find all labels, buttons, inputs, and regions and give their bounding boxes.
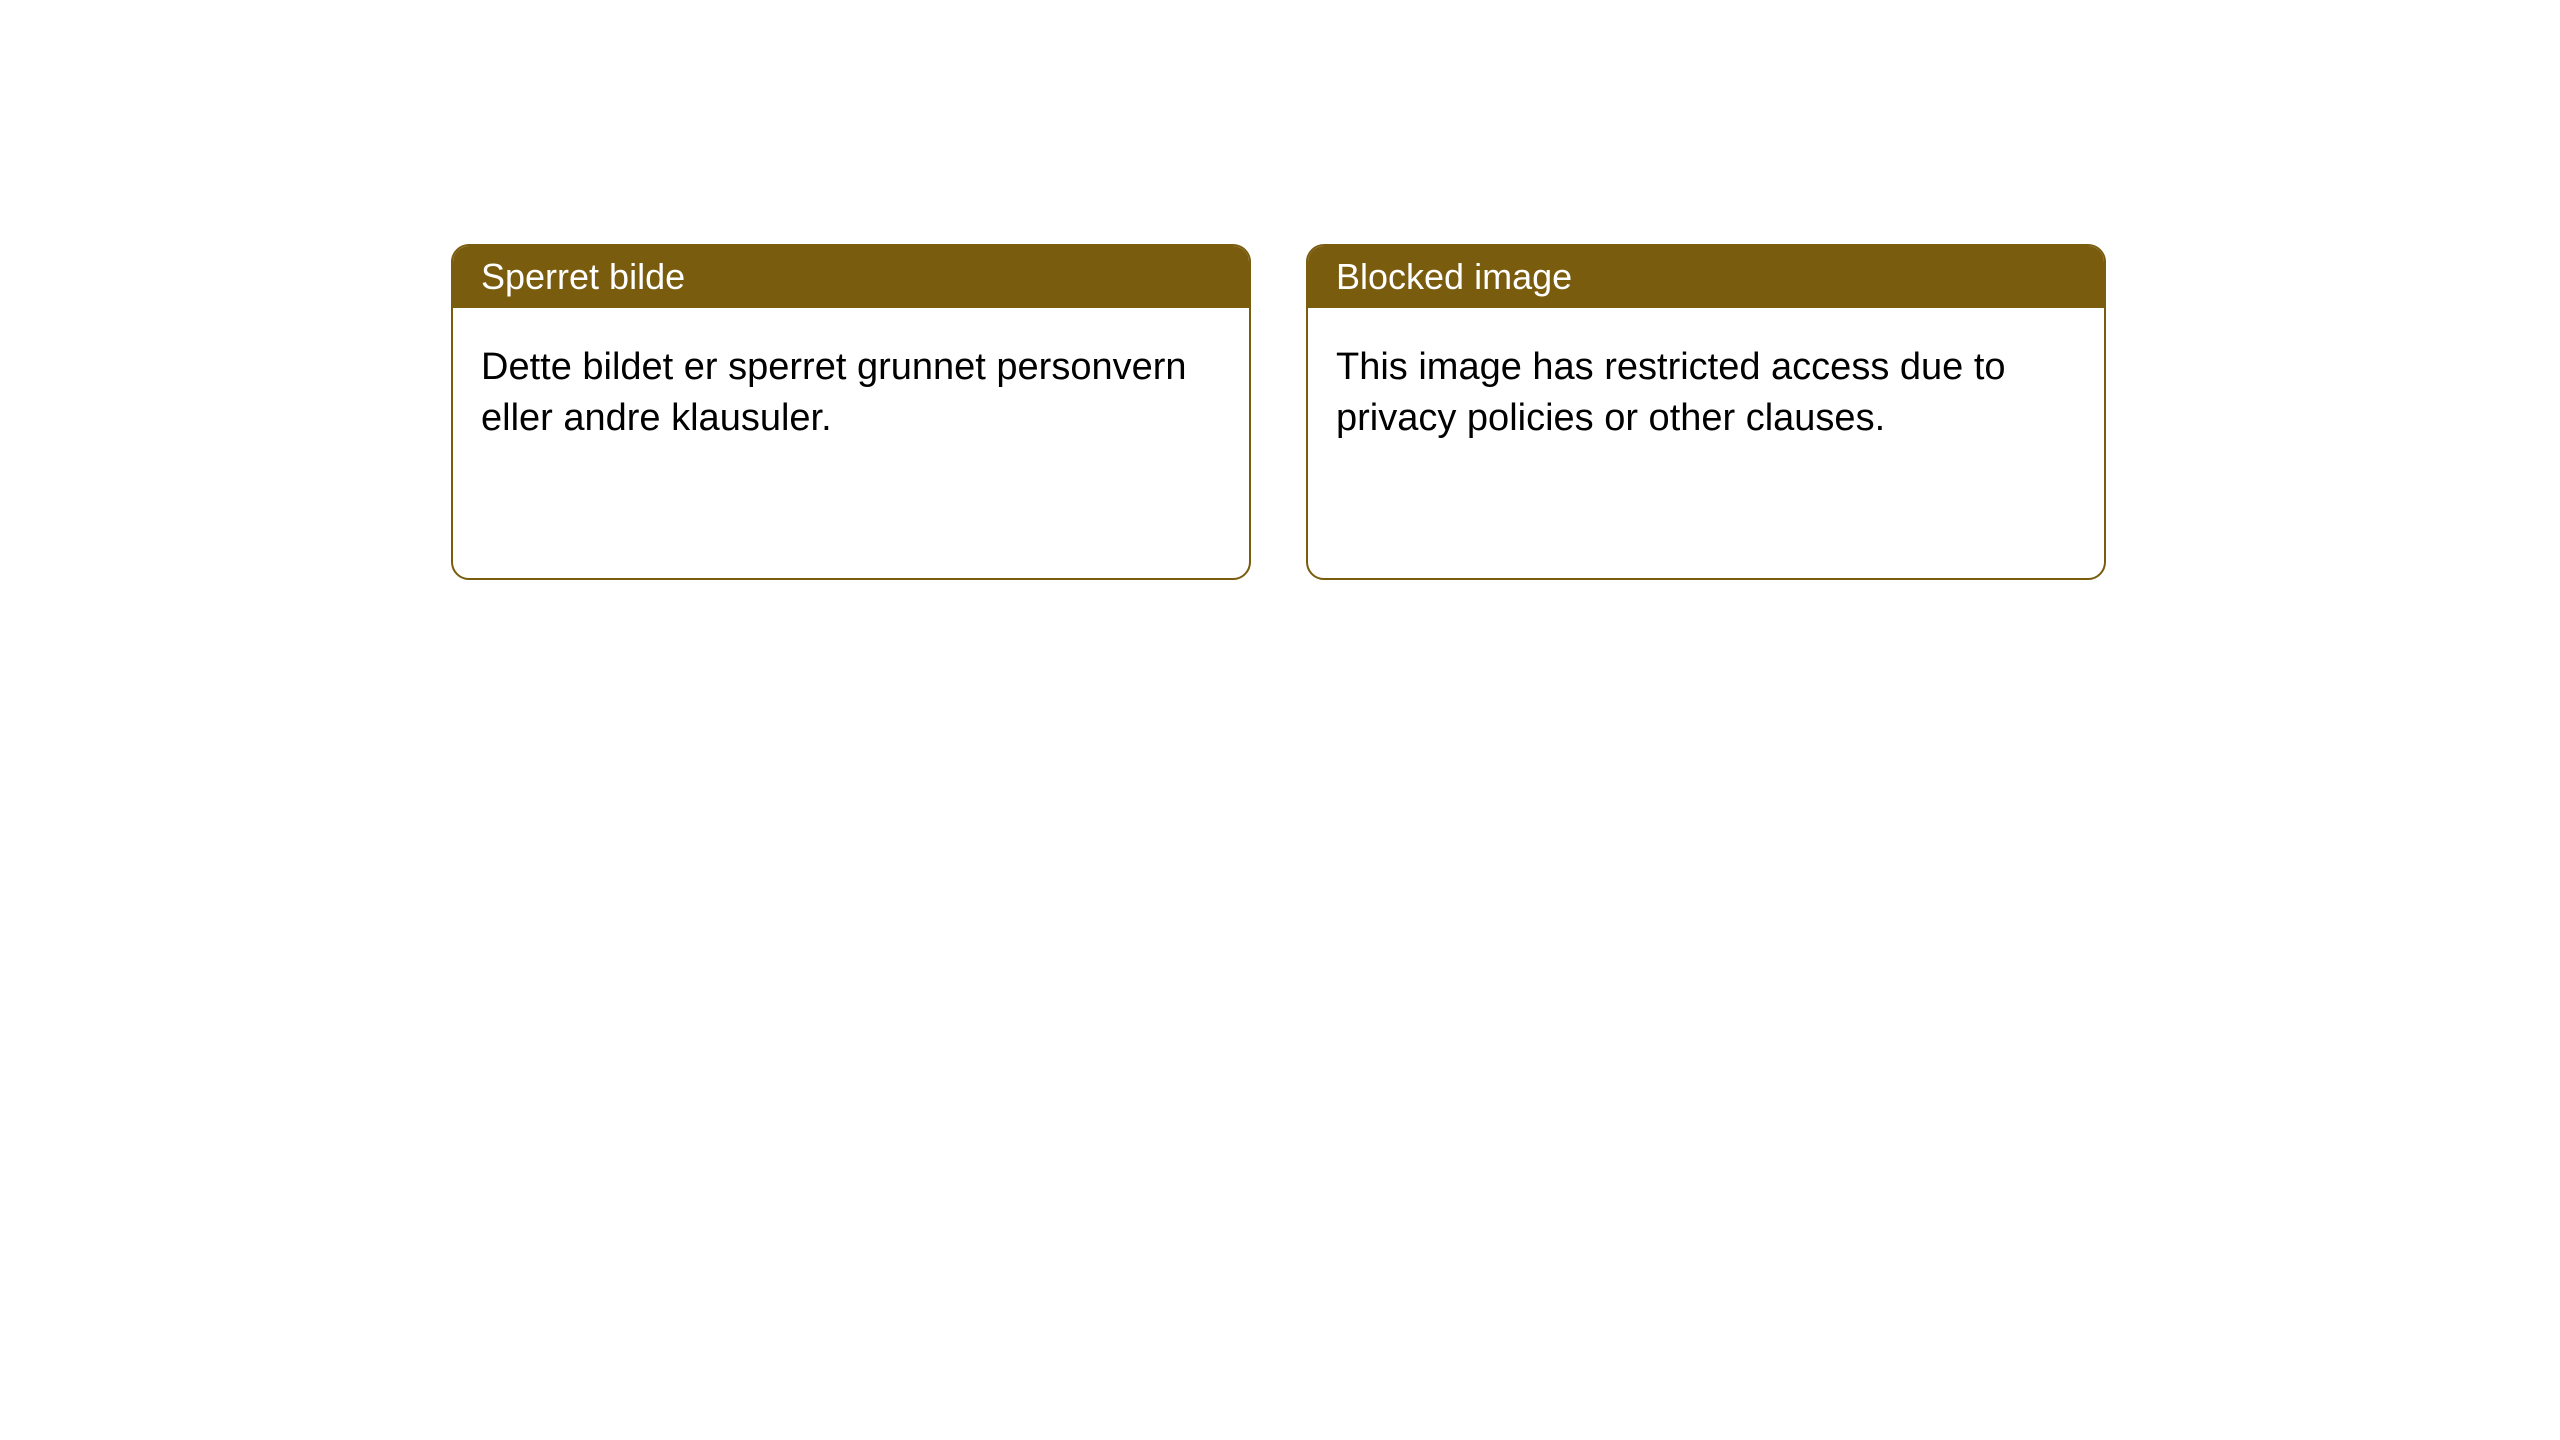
card-body-text: Dette bildet er sperret grunnet personve… (481, 346, 1187, 439)
card-title: Blocked image (1336, 256, 1572, 297)
card-body: This image has restricted access due to … (1308, 308, 2104, 578)
notice-card-norwegian: Sperret bilde Dette bildet er sperret gr… (451, 244, 1251, 580)
card-body: Dette bildet er sperret grunnet personve… (453, 308, 1249, 578)
card-body-text: This image has restricted access due to … (1336, 346, 2006, 439)
card-header: Sperret bilde (453, 246, 1249, 308)
card-title: Sperret bilde (481, 256, 685, 297)
card-header: Blocked image (1308, 246, 2104, 308)
notice-card-english: Blocked image This image has restricted … (1306, 244, 2106, 580)
notice-cards-container: Sperret bilde Dette bildet er sperret gr… (451, 244, 2106, 580)
